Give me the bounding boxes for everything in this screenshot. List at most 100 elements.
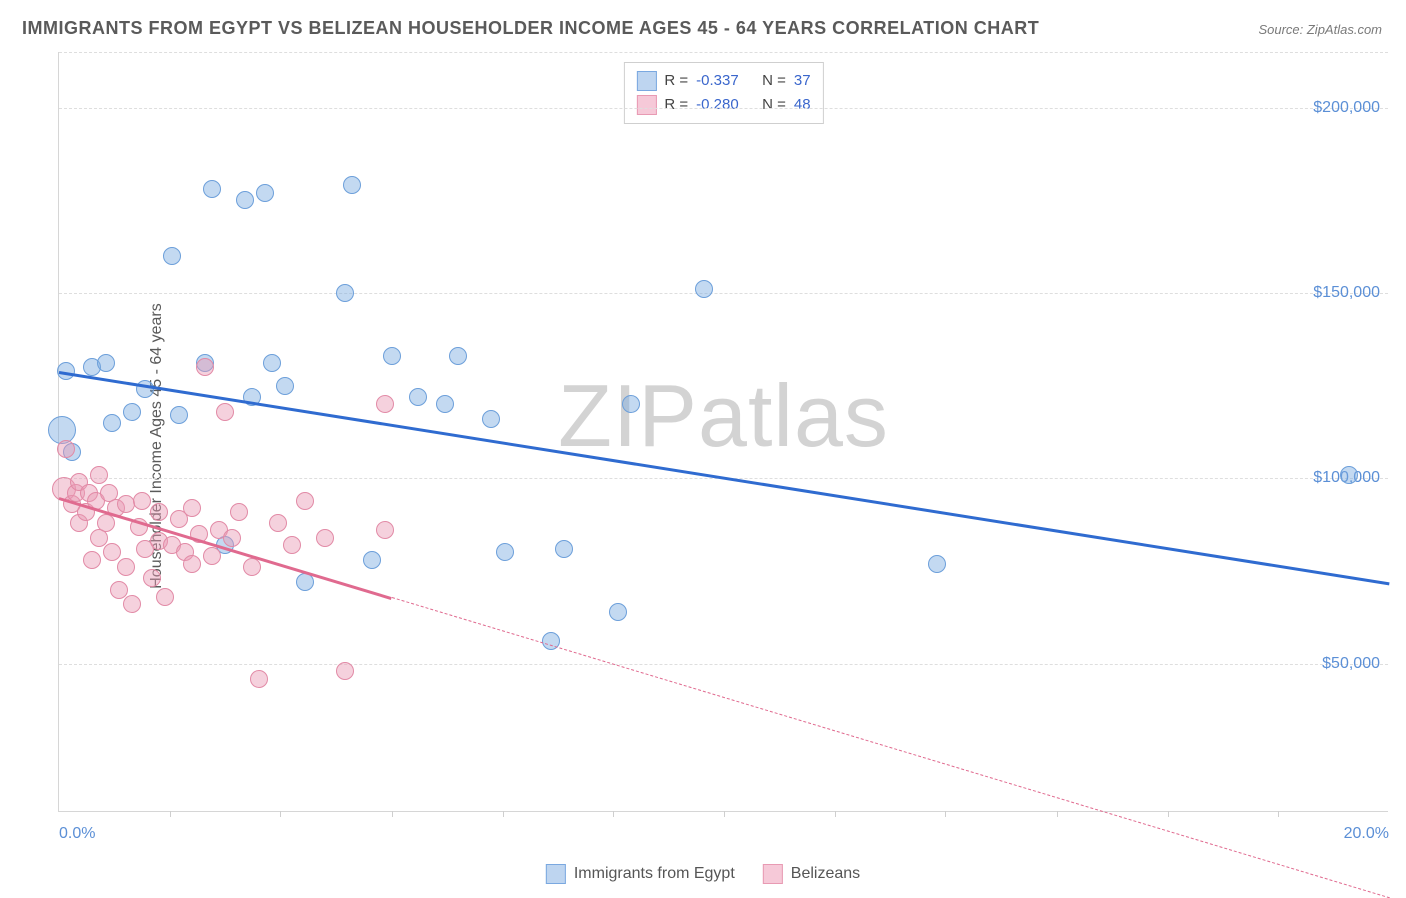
data-point [156, 588, 174, 606]
data-point [336, 662, 354, 680]
y-tick-label: $50,000 [1310, 655, 1380, 673]
gridline-h [59, 108, 1388, 109]
data-point [117, 495, 135, 513]
data-point [609, 603, 627, 621]
data-point [283, 536, 301, 554]
data-point [196, 358, 214, 376]
x-minor-tick [392, 811, 393, 817]
legend-r-value: -0.280 [696, 93, 754, 117]
gridline-h [59, 664, 1388, 665]
data-point [83, 551, 101, 569]
legend-n-label: N = [762, 69, 786, 93]
legend-row: R = -0.337 N = 37 [636, 69, 810, 93]
data-point [216, 403, 234, 421]
plot-area: ZIPatlas R = -0.337 N = 37 R = -0.280 N = 48 $5… [58, 52, 1388, 812]
data-point [496, 543, 514, 561]
data-point [183, 555, 201, 573]
legend-row: R = -0.280 N = 48 [636, 93, 810, 117]
data-point [223, 529, 241, 547]
data-point [376, 521, 394, 539]
data-point [183, 499, 201, 517]
x-tick-label: 20.0% [1344, 825, 1389, 843]
data-point [343, 176, 361, 194]
legend-series: Immigrants from Egypt Belizeans [546, 864, 860, 884]
legend-n-value: 48 [794, 93, 811, 117]
chart-title: IMMIGRANTS FROM EGYPT VS BELIZEAN HOUSEH… [22, 18, 1039, 39]
data-point [695, 280, 713, 298]
data-point [928, 555, 946, 573]
legend-swatch [763, 864, 783, 884]
data-point [363, 551, 381, 569]
data-point [376, 395, 394, 413]
data-point [256, 184, 274, 202]
x-tick-label: 0.0% [59, 825, 95, 843]
legend-swatch [546, 864, 566, 884]
x-minor-tick [613, 811, 614, 817]
x-minor-tick [724, 811, 725, 817]
y-tick-label: $150,000 [1301, 284, 1380, 302]
data-point [250, 670, 268, 688]
x-minor-tick [170, 811, 171, 817]
data-point [143, 569, 161, 587]
legend-item: Belizeans [763, 864, 860, 884]
data-point [230, 503, 248, 521]
y-tick-label: $200,000 [1301, 99, 1380, 117]
data-point [90, 466, 108, 484]
data-point [263, 354, 281, 372]
x-minor-tick [1057, 811, 1058, 817]
data-point [482, 410, 500, 428]
data-point [436, 395, 454, 413]
legend-r-label: R = [664, 69, 688, 93]
x-minor-tick [280, 811, 281, 817]
legend-correlation: R = -0.337 N = 37 R = -0.280 N = 48 [623, 62, 823, 124]
legend-swatch [636, 95, 656, 115]
data-point [203, 180, 221, 198]
data-point [1340, 466, 1358, 484]
legend-swatch [636, 71, 656, 91]
legend-r-value: -0.337 [696, 69, 754, 93]
x-minor-tick [1168, 811, 1169, 817]
data-point [123, 595, 141, 613]
data-point [449, 347, 467, 365]
data-point [383, 347, 401, 365]
data-point [57, 440, 75, 458]
data-point [163, 247, 181, 265]
data-point [170, 406, 188, 424]
data-point [243, 558, 261, 576]
data-point [110, 581, 128, 599]
legend-label: Belizeans [791, 865, 860, 883]
source-label: Source: ZipAtlas.com [1258, 22, 1382, 37]
data-point [203, 547, 221, 565]
data-point [276, 377, 294, 395]
trend-line [391, 597, 1389, 898]
data-point [316, 529, 334, 547]
legend-n-value: 37 [794, 69, 811, 93]
legend-r-label: R = [664, 93, 688, 117]
data-point [269, 514, 287, 532]
x-minor-tick [503, 811, 504, 817]
gridline-h [59, 52, 1388, 53]
data-point [622, 395, 640, 413]
x-minor-tick [945, 811, 946, 817]
watermark-part-b: atlas [698, 366, 889, 465]
data-point [296, 492, 314, 510]
data-point [150, 503, 168, 521]
legend-n-label: N = [762, 93, 786, 117]
data-point [117, 558, 135, 576]
data-point [236, 191, 254, 209]
data-point [123, 403, 141, 421]
watermark-part-a: ZIP [558, 366, 698, 465]
legend-item: Immigrants from Egypt [546, 864, 735, 884]
data-point [409, 388, 427, 406]
x-minor-tick [1278, 811, 1279, 817]
data-point [555, 540, 573, 558]
data-point [336, 284, 354, 302]
x-minor-tick [835, 811, 836, 817]
gridline-h [59, 293, 1388, 294]
data-point [133, 492, 151, 510]
data-point [103, 414, 121, 432]
data-point [97, 354, 115, 372]
watermark: ZIPatlas [558, 365, 889, 467]
data-point [103, 543, 121, 561]
legend-label: Immigrants from Egypt [574, 865, 735, 883]
